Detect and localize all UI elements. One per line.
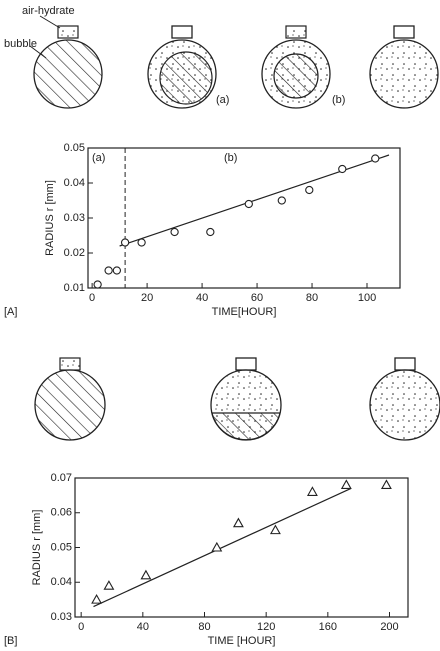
y-tick-label: 0.05 — [64, 142, 85, 154]
x-tick-label: 100 — [358, 292, 376, 304]
point — [271, 526, 280, 534]
y-tick-label: 0.06 — [51, 507, 72, 519]
point — [342, 480, 351, 488]
x-axis-label: TIME[HOUR] — [212, 306, 277, 318]
point — [104, 581, 113, 589]
y-tick-label: 0.04 — [64, 177, 85, 189]
panel-label: [A] — [4, 306, 17, 318]
fit-line — [120, 155, 389, 246]
x-tick-label: 0 — [78, 621, 84, 633]
x-tick-label: 200 — [380, 621, 398, 633]
x-tick-label: 40 — [137, 621, 149, 633]
diagram-g — [370, 358, 440, 440]
point — [308, 487, 317, 495]
point — [171, 228, 178, 235]
diagram-b: (a) — [148, 26, 229, 108]
x-tick-label: 120 — [257, 621, 275, 633]
point — [138, 239, 145, 246]
point — [212, 543, 221, 551]
y-tick-label: 0.03 — [64, 212, 85, 224]
point — [207, 228, 214, 235]
point — [234, 519, 243, 527]
y-tick-label: 0.07 — [51, 472, 72, 484]
fit-line — [94, 488, 351, 606]
point — [105, 267, 112, 274]
point — [372, 155, 379, 162]
plot-frame — [75, 478, 408, 617]
y-tick-label: 0.03 — [51, 611, 72, 623]
annotation: (b) — [224, 152, 237, 164]
y-tick-label: 0.01 — [64, 282, 85, 294]
label: (b) — [332, 94, 345, 106]
x-tick-label: 160 — [319, 621, 337, 633]
y-tick-label: 0.02 — [64, 247, 85, 259]
point — [245, 200, 252, 207]
diagram-e — [35, 358, 105, 440]
diagram-a: air-hydrate bubble — [4, 5, 102, 108]
x-tick-label: 0 — [89, 292, 95, 304]
x-tick-label: 20 — [141, 292, 153, 304]
point — [339, 165, 346, 172]
x-tick-label: 60 — [251, 292, 263, 304]
label: (a) — [216, 94, 229, 106]
plot-frame — [88, 148, 400, 288]
figure: air-hydrate bubble (a) (b) 0.01 0.02 0.03 0… — [0, 0, 440, 651]
panel-label: [B] — [4, 635, 17, 647]
point — [278, 197, 285, 204]
x-tick-label: 80 — [198, 621, 210, 633]
point — [122, 239, 129, 246]
point — [94, 281, 101, 288]
point — [141, 571, 150, 579]
y-axis-label: RADIUS r [mm] — [31, 510, 43, 586]
y-tick-label: 0.04 — [51, 576, 72, 588]
label: bubble — [4, 38, 37, 50]
point — [306, 186, 313, 193]
x-tick-label: 80 — [306, 292, 318, 304]
point — [92, 595, 101, 603]
y-axis-label: RADIUS r [mm] — [44, 180, 56, 256]
x-axis-label: TIME [HOUR] — [208, 635, 276, 647]
y-tick-label: 0.05 — [51, 541, 72, 553]
point — [113, 267, 120, 274]
x-tick-label: 40 — [196, 292, 208, 304]
annotation: (a) — [92, 152, 105, 164]
point — [382, 480, 391, 488]
diagram-f — [211, 358, 281, 440]
diagram-c: (b) — [262, 26, 345, 108]
label: air-hydrate — [22, 5, 75, 17]
diagram-d — [370, 26, 438, 108]
leader — [40, 16, 60, 28]
